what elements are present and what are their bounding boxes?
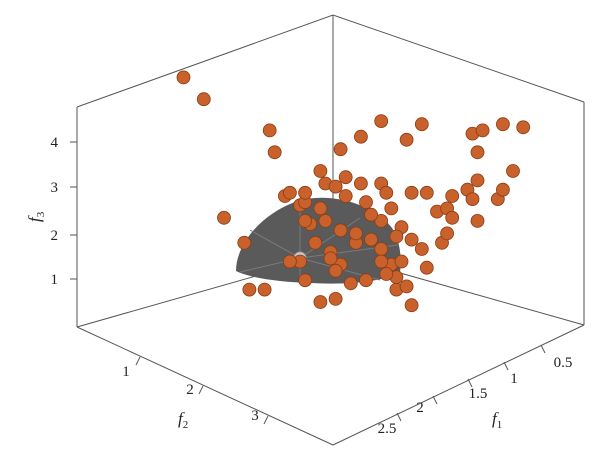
f2-tick-label-2: 2 bbox=[186, 382, 194, 398]
f1-tick-label-4: 2 bbox=[416, 400, 424, 416]
scatter-point bbox=[374, 254, 389, 269]
scatter-point bbox=[313, 201, 328, 216]
scatter-point bbox=[475, 123, 490, 138]
scatter-point bbox=[343, 276, 358, 291]
scatter-point bbox=[384, 201, 399, 216]
scatter-point bbox=[465, 192, 480, 207]
f3-tick-label-4: 4 bbox=[51, 135, 59, 151]
scatter-point bbox=[374, 114, 389, 128]
scatter-point bbox=[364, 207, 379, 222]
scatter-point bbox=[338, 170, 353, 185]
scatter-point bbox=[399, 132, 414, 147]
f2-tick-2 bbox=[198, 385, 204, 395]
f1-tick-3 bbox=[467, 378, 473, 388]
scatter-point bbox=[308, 235, 323, 250]
scatter-point bbox=[267, 145, 282, 160]
scatter-point bbox=[323, 251, 338, 266]
scatter-point bbox=[298, 185, 313, 200]
scatter-point bbox=[404, 298, 419, 313]
f2-axis: 1 2 3 f2 bbox=[122, 356, 269, 431]
scatter-point bbox=[414, 242, 429, 256]
scatter-point bbox=[282, 185, 297, 200]
f3-axis: 1 2 3 4 f3 bbox=[25, 135, 77, 288]
scatter-point bbox=[389, 229, 404, 244]
scatter-point bbox=[404, 232, 419, 247]
scatter-point bbox=[364, 232, 379, 247]
f1-tick-label-1: 0.5 bbox=[554, 355, 573, 371]
scatter-point bbox=[237, 235, 252, 250]
scatter-point bbox=[298, 213, 313, 228]
scatter-point bbox=[196, 92, 211, 107]
scatter-point bbox=[414, 117, 429, 132]
scatter-point bbox=[374, 213, 389, 228]
scatter-point bbox=[328, 179, 343, 194]
scatter-point bbox=[217, 210, 231, 225]
points-layer bbox=[176, 70, 531, 313]
scatter-point bbox=[445, 210, 460, 225]
f3-tick-label-2: 2 bbox=[51, 228, 59, 244]
scatter-point bbox=[282, 254, 297, 269]
scatter-point bbox=[313, 295, 328, 309]
f1-tick-5 bbox=[396, 412, 402, 422]
scatter-point bbox=[379, 185, 394, 200]
f1-tick-4 bbox=[432, 395, 438, 405]
scatter-point bbox=[470, 173, 485, 188]
f2-tick-label-3: 3 bbox=[251, 408, 259, 424]
f3-tick-label-1: 1 bbox=[51, 272, 59, 288]
f1-tick-label-5: 2.5 bbox=[378, 421, 397, 437]
scatter-point bbox=[333, 142, 348, 157]
scatter-point bbox=[470, 213, 485, 228]
scatter-point bbox=[262, 123, 277, 138]
box-front-right bbox=[332, 324, 585, 446]
scatter-point bbox=[506, 164, 520, 178]
scatter-point bbox=[419, 260, 434, 275]
scatter-point bbox=[419, 185, 434, 200]
f2-tick-label-1: 1 bbox=[122, 364, 130, 380]
scatter-point bbox=[338, 189, 353, 203]
f1-axis: 0.5 1 1.5 2 2.5 f1 bbox=[378, 344, 573, 437]
scatter-point bbox=[313, 164, 328, 178]
scatter-point bbox=[379, 267, 394, 281]
f2-axis-label: f2 bbox=[178, 409, 188, 431]
f3-axis-label: f3 bbox=[25, 211, 47, 222]
box-front-left bbox=[76, 326, 334, 446]
scatter-point bbox=[394, 254, 409, 269]
box-top-edges bbox=[76, 14, 585, 108]
scatter-point bbox=[176, 70, 191, 85]
scatter-point bbox=[348, 226, 363, 241]
scatter-point bbox=[470, 145, 485, 160]
scatter-point bbox=[404, 185, 419, 200]
f1-axis-label: f1 bbox=[492, 409, 502, 431]
scatter-point bbox=[353, 176, 368, 191]
scatter-point bbox=[495, 117, 510, 132]
scatter-point bbox=[328, 263, 343, 278]
scatter-point bbox=[353, 129, 368, 144]
scatter-point bbox=[242, 282, 257, 297]
scatter-point bbox=[516, 120, 531, 135]
f3-tick-label-3: 3 bbox=[51, 180, 59, 196]
scatter-point bbox=[445, 189, 460, 203]
scatter-point bbox=[440, 226, 455, 241]
scatter-point bbox=[257, 282, 272, 297]
scatter-point bbox=[298, 273, 313, 288]
scatter-point bbox=[328, 291, 343, 306]
scatter-point bbox=[399, 279, 414, 294]
scatter-point bbox=[318, 213, 333, 228]
f2-tick-1 bbox=[135, 356, 141, 366]
f1-tick-2 bbox=[503, 361, 509, 371]
scatter-point bbox=[359, 195, 373, 210]
scatter-point bbox=[333, 223, 348, 238]
f1-tick-1 bbox=[540, 344, 546, 354]
f1-tick-label-2: 1 bbox=[510, 371, 518, 387]
scatter-point bbox=[495, 182, 510, 197]
f1-tick-label-3: 1.5 bbox=[469, 386, 488, 402]
f2-tick-3 bbox=[263, 415, 269, 425]
scatter-point bbox=[359, 273, 373, 288]
scatter-point bbox=[374, 242, 389, 256]
